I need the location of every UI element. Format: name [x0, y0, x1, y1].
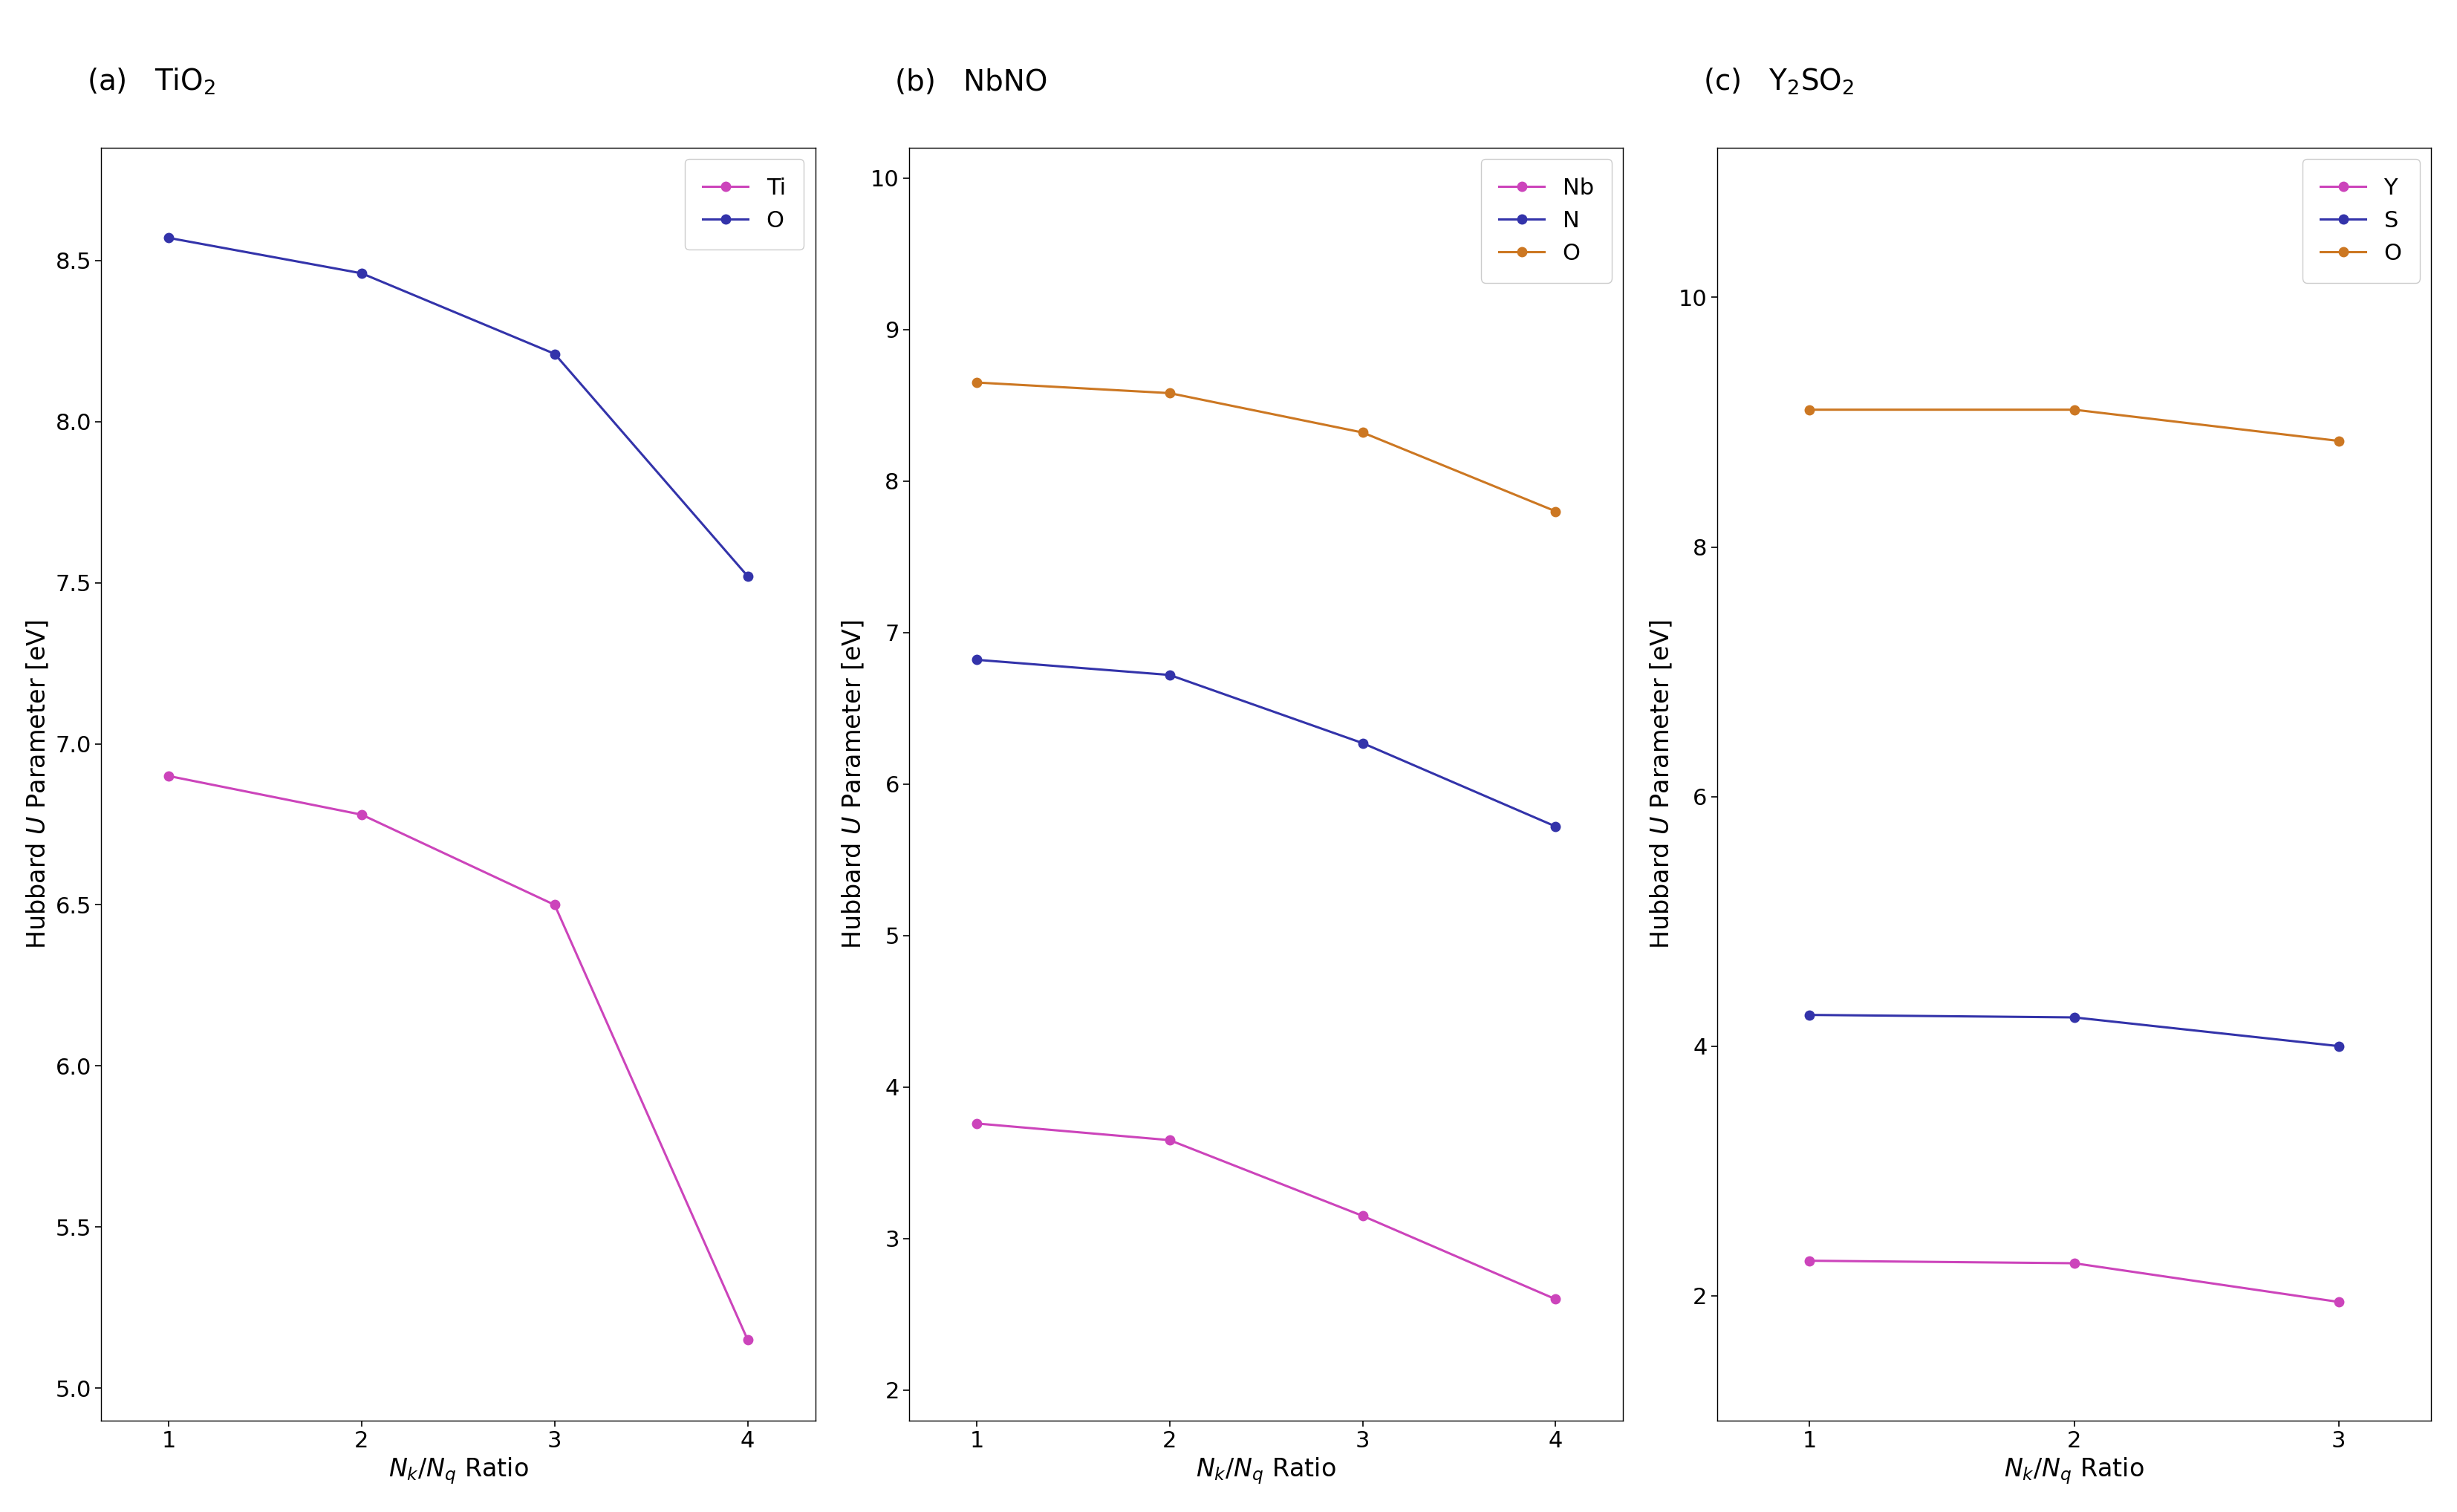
O [346, 265, 376, 283]
Line: O: O [1806, 405, 2344, 446]
S [1796, 1005, 1826, 1024]
Ti [346, 806, 376, 824]
Nb [1155, 1131, 1184, 1149]
X-axis label: $N_k$/$N_q$ Ratio: $N_k$/$N_q$ Ratio [2005, 1456, 2145, 1486]
Nb [1541, 1290, 1570, 1308]
Line: O: O [165, 233, 752, 581]
O [1541, 502, 1570, 520]
Nb [961, 1114, 990, 1132]
Text: (a)   TiO$_2$: (a) TiO$_2$ [86, 67, 216, 97]
Ti [541, 895, 570, 913]
Y-axis label: Hubbard $U$ Parameter [eV]: Hubbard $U$ Parameter [eV] [840, 620, 867, 950]
X-axis label: $N_k$/$N_q$ Ratio: $N_k$/$N_q$ Ratio [1197, 1456, 1337, 1486]
Legend: Y, S, O: Y, S, O [2302, 159, 2420, 283]
X-axis label: $N_k$/$N_q$ Ratio: $N_k$/$N_q$ Ratio [388, 1456, 528, 1486]
N [1349, 733, 1378, 751]
O [1796, 401, 1826, 419]
Legend: Ti, O: Ti, O [686, 159, 803, 249]
O [1155, 384, 1184, 402]
Y [1796, 1252, 1826, 1270]
S [2324, 1037, 2354, 1055]
Legend: Nb, N, O: Nb, N, O [1482, 159, 1612, 283]
N [1541, 818, 1570, 836]
Line: O: O [973, 378, 1560, 516]
Line: Nb: Nb [973, 1119, 1560, 1303]
Y-axis label: Hubbard $U$ Parameter [eV]: Hubbard $U$ Parameter [eV] [1649, 620, 1673, 950]
Line: Ti: Ti [165, 771, 752, 1344]
Line: Y: Y [1806, 1256, 2344, 1306]
Text: (c)   Y$_2$SO$_2$: (c) Y$_2$SO$_2$ [1703, 67, 1855, 97]
Ti [732, 1331, 762, 1349]
Y [2059, 1253, 2088, 1272]
O [1349, 423, 1378, 442]
O [2059, 401, 2088, 419]
Y [2324, 1293, 2354, 1311]
Line: S: S [1806, 1010, 2344, 1051]
S [2059, 1009, 2088, 1027]
N [1155, 665, 1184, 683]
O [155, 228, 184, 246]
O [732, 567, 762, 585]
Ti [155, 767, 184, 785]
Y-axis label: Hubbard $U$ Parameter [eV]: Hubbard $U$ Parameter [eV] [25, 620, 52, 950]
O [541, 345, 570, 363]
Text: (b)   NbNO: (b) NbNO [894, 68, 1047, 97]
O [961, 373, 990, 392]
Nb [1349, 1207, 1378, 1225]
O [2324, 432, 2354, 451]
Line: N: N [973, 655, 1560, 832]
N [961, 650, 990, 668]
